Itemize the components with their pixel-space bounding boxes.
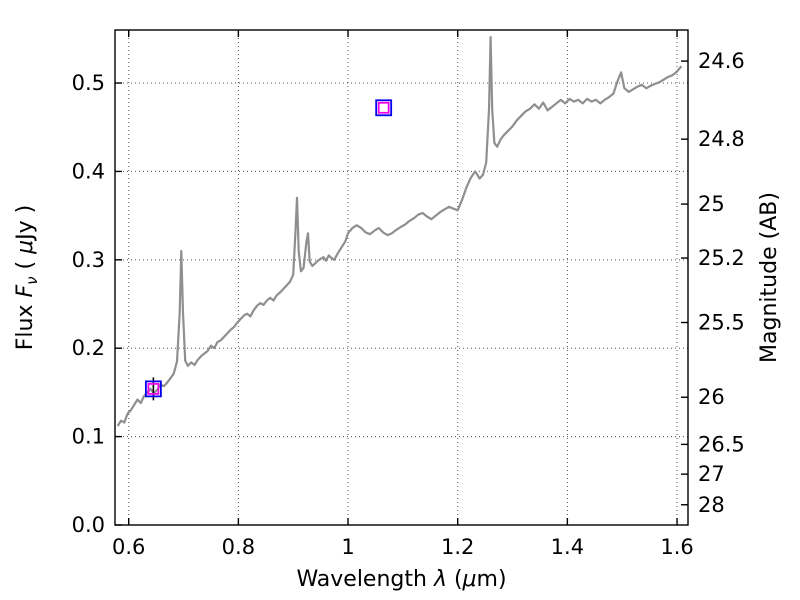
y-tick-label: 0.0: [72, 513, 105, 537]
axes-frame: [114, 29, 689, 526]
x-tick-label: 1: [341, 535, 354, 559]
right-axis-label: Magnitude (AB): [757, 192, 782, 363]
photometry-marker-inner: [147, 382, 160, 395]
magnitude-tick-label: 25.5: [698, 311, 745, 335]
photometry-marker-outer: [375, 99, 393, 117]
x-tick-label: 1.4: [551, 535, 584, 559]
y-tick-label: 0.3: [72, 248, 105, 272]
y-tick-label: 0.4: [72, 159, 105, 183]
magnitude-tick-label: 27: [698, 462, 725, 486]
photometry-marker-inner: [377, 101, 390, 114]
magnitude-tick-label: 26.5: [698, 432, 745, 456]
y-tick-label: 0.5: [72, 71, 105, 95]
magnitude-tick-label: 25.2: [698, 246, 745, 270]
y-tick-label: 0.1: [72, 425, 105, 449]
x-axis-label: Wavelength λ (μm): [296, 567, 506, 592]
x-tick-label: 0.8: [222, 535, 255, 559]
spectrum-line: [116, 35, 683, 427]
photometry-marker-outer: [144, 380, 162, 398]
x-tick-label: 0.6: [112, 535, 145, 559]
y-axis-label: Flux Fν ( μJy ): [13, 205, 41, 350]
magnitude-tick-label: 26: [698, 385, 725, 409]
magnitude-tick-label: 24.8: [698, 127, 745, 151]
magnitude-tick-label: 25: [698, 192, 725, 216]
magnitude-tick-label: 28: [698, 493, 725, 517]
x-tick-label: 1.6: [660, 535, 693, 559]
magnitude-tick-label: 24.6: [698, 49, 745, 73]
x-tick-label: 1.2: [441, 535, 474, 559]
y-tick-label: 0.2: [72, 336, 105, 360]
